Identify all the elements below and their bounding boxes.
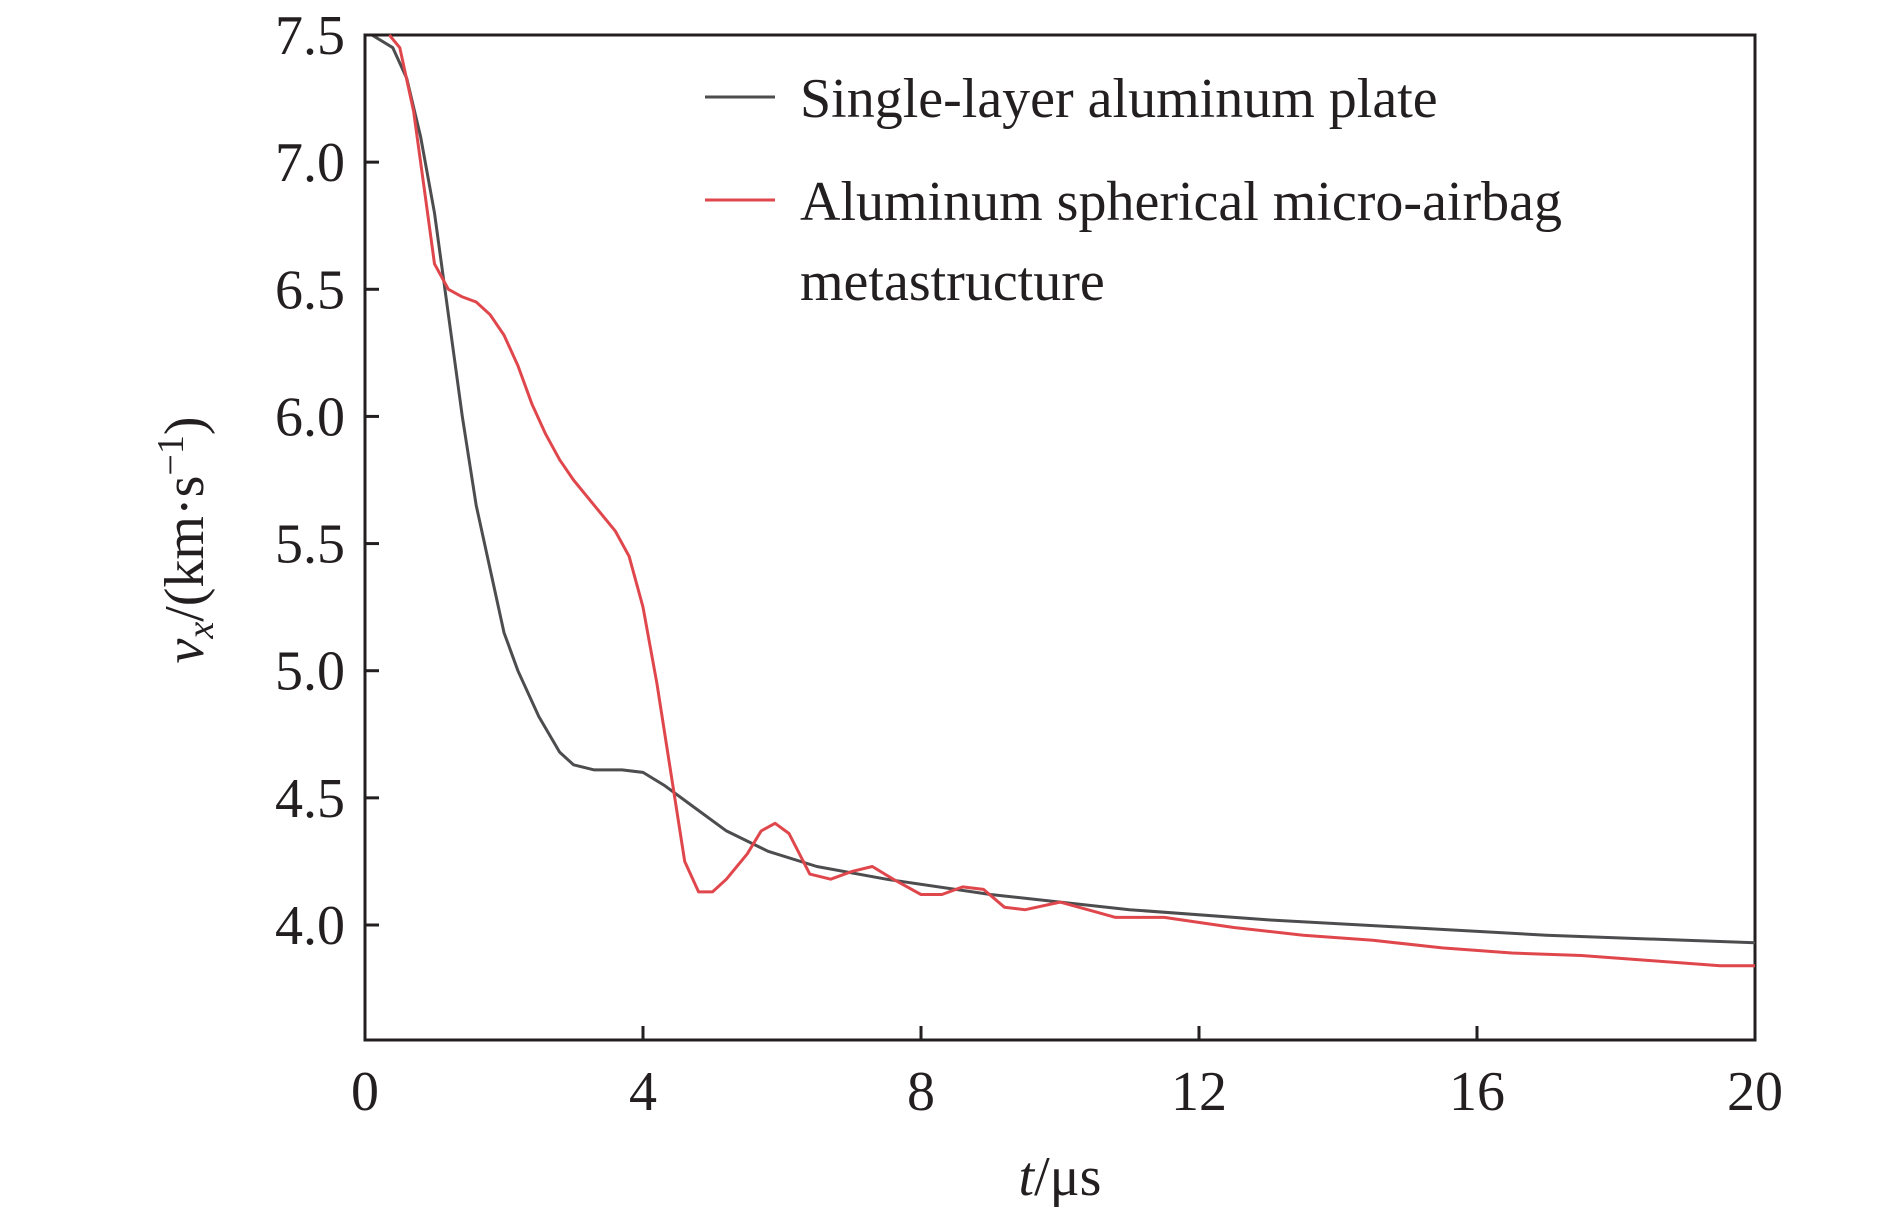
x-tick-label: 20 bbox=[1727, 1061, 1783, 1123]
series-layer bbox=[371, 33, 1756, 968]
series-line-micro-airbag bbox=[388, 34, 1755, 968]
x-axis-ticks: 0 4 8 12 16 20 bbox=[351, 1026, 1783, 1123]
x-tick-label: 12 bbox=[1171, 1061, 1227, 1123]
series-line-single-layer bbox=[371, 33, 1756, 945]
y-tick-label: 5.5 bbox=[275, 514, 345, 576]
plot-frame bbox=[363, 33, 1757, 1042]
x-tick-label: 4 bbox=[629, 1061, 657, 1123]
x-tick-label: 8 bbox=[907, 1061, 935, 1123]
legend-label-micro-airbag-line1: Aluminum spherical micro-airbag bbox=[800, 171, 1562, 233]
legend-label-micro-airbag-line2: metastructure bbox=[800, 251, 1105, 313]
y-tick-label: 4.0 bbox=[275, 895, 345, 957]
legend-label-single-layer: Single-layer aluminum plate bbox=[800, 68, 1438, 130]
x-tick-label: 0 bbox=[351, 1061, 379, 1123]
y-tick-label: 7.5 bbox=[275, 5, 345, 67]
y-tick-label: 7.0 bbox=[275, 132, 345, 194]
y-axis-label: vx/(km·s−1) bbox=[150, 416, 222, 663]
y-tick-label: 6.5 bbox=[275, 259, 345, 321]
y-tick-label: 4.5 bbox=[275, 768, 345, 830]
y-axis-ticks: 4.0 4.5 5.0 5.5 6.0 6.5 7.0 7.5 bbox=[275, 5, 379, 957]
x-tick-label: 16 bbox=[1449, 1061, 1505, 1123]
x-axis-label: t/μs bbox=[1019, 1146, 1102, 1208]
y-tick-label: 5.0 bbox=[275, 641, 345, 703]
legend: Single-layer aluminum plate Aluminum sph… bbox=[705, 68, 1562, 313]
y-tick-label: 6.0 bbox=[275, 386, 345, 448]
